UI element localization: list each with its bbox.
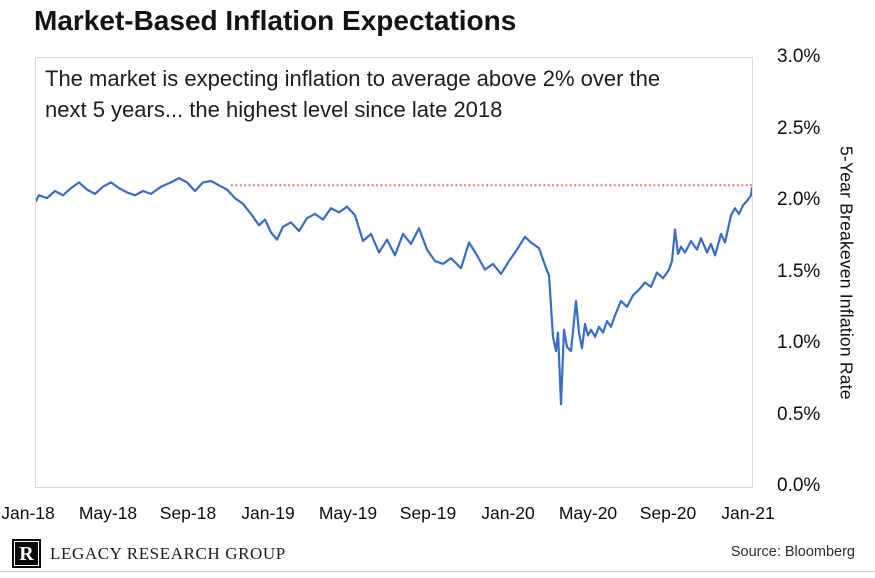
x-tick-label: Jan-18 — [1, 503, 55, 523]
y-tick-label: 2.0% — [777, 189, 821, 210]
y-tick-label: 1.5% — [777, 260, 821, 282]
x-tick-label: Sep-20 — [639, 503, 697, 523]
annotation-line-1: The market is expecting inflation to ave… — [45, 66, 661, 91]
y-tick-label: 0.5% — [777, 403, 821, 425]
y-tick-label: 3.0% — [777, 46, 821, 67]
x-tick-label: May-19 — [318, 503, 378, 523]
source-credit: Source: Bloomberg — [730, 544, 855, 560]
annotation-line-2: next 5 years... the highest level since … — [45, 97, 503, 122]
logo-letter: R — [14, 541, 39, 566]
legacy-research-logo: R — [12, 539, 41, 568]
x-tick-label: Sep-19 — [399, 503, 457, 523]
x-tick-label: Sep-18 — [159, 503, 217, 523]
annotation-text: The market is expecting inflation to ave… — [45, 63, 660, 125]
y-tick-label: 0.0% — [777, 475, 821, 496]
brand: R LEGACY RESEARCH GROUP — [12, 539, 286, 568]
bottom-divider — [0, 571, 875, 572]
x-tick-label: Jan-21 — [721, 503, 775, 523]
chart-title: Market-Based Inflation Expectations — [34, 5, 517, 36]
x-tick-label: May-20 — [558, 503, 618, 523]
plot-area: The market is expecting inflation to ave… — [35, 57, 753, 488]
breakeven-rate-line — [36, 176, 752, 406]
brand-name: LEGACY RESEARCH GROUP — [50, 543, 286, 563]
x-tick-label: May-18 — [78, 503, 138, 523]
y-tick-label: 1.0% — [777, 332, 821, 353]
line-chart — [36, 176, 752, 406]
y-tick-label: 2.5% — [777, 117, 821, 139]
x-tick-label: Jan-20 — [481, 503, 535, 523]
x-tick-label: Jan-19 — [241, 503, 295, 523]
y-axis-title: 5-Year Breakeven Inflation Rate — [836, 145, 857, 400]
